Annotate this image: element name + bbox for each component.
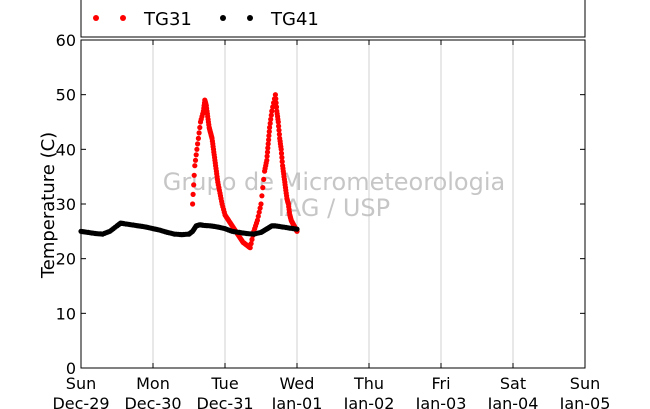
x-tick-label-date: Jan-01: [271, 394, 323, 409]
data-point-tg31: [276, 123, 282, 129]
x-tick-label-date: Jan-02: [343, 394, 395, 409]
data-point-tg31: [259, 193, 265, 199]
data-point-tg31: [190, 201, 196, 207]
data-point-tg31: [266, 129, 272, 135]
data-point-tg31: [191, 182, 197, 188]
y-tick-label: 10: [56, 304, 76, 323]
y-axis-label: Temperature (C): [38, 132, 59, 279]
y-tick-label: 30: [56, 195, 76, 214]
data-point-tg31: [279, 159, 285, 165]
data-point-tg31: [261, 176, 267, 182]
x-tick-label-day: Tue: [210, 374, 238, 393]
data-point-tg31: [192, 163, 198, 169]
legend-marker-tg31-b: [120, 15, 126, 21]
data-point-tg31: [193, 152, 199, 158]
x-tick-label-date: Dec-30: [124, 394, 181, 409]
y-tick-label: 0: [66, 359, 76, 378]
watermark-line-2: IAG / USP: [278, 194, 390, 222]
y-tick-label: 20: [56, 250, 76, 269]
x-tick-label-day: Thu: [353, 374, 384, 393]
data-point-tg31: [276, 127, 282, 133]
legend-label-tg41: TG41: [270, 9, 319, 30]
data-point-tg31: [197, 124, 203, 131]
data-point-tg41: [294, 226, 300, 232]
data-point-tg31: [195, 135, 201, 141]
data-point-tg31: [273, 96, 279, 102]
data-point-tg31: [267, 124, 273, 131]
data-point-tg31: [278, 146, 284, 152]
legend-entry-tg41: TG41: [220, 9, 319, 30]
data-point-tg31: [264, 149, 271, 155]
legend-entry-tg31: TG31: [93, 9, 192, 30]
x-tick-label-day: Sat: [500, 374, 526, 393]
data-point-tg31: [194, 146, 200, 152]
data-point-tg31: [265, 145, 271, 151]
data-point-tg31: [196, 130, 202, 136]
data-point-tg31: [268, 112, 274, 118]
y-tick-label: 50: [56, 86, 76, 105]
x-tick-label-day: Sun: [570, 374, 600, 393]
data-point-tg31: [258, 201, 264, 207]
x-tick-label-day: Mon: [136, 374, 170, 393]
data-point-tg31: [266, 137, 272, 143]
y-tick-label: 40: [56, 140, 76, 159]
legend-label-tg31: TG31: [143, 9, 192, 30]
x-tick-label-day: Fri: [431, 374, 450, 393]
series-tg41-points: [78, 220, 300, 238]
data-point-tg31: [267, 120, 273, 126]
legend-marker-tg41-b: [247, 15, 253, 21]
data-point-tg31: [264, 157, 270, 163]
x-tick-label-day: Sun: [66, 374, 96, 393]
axis-ticks: [80, 39, 586, 369]
series-tg31-points: [190, 92, 300, 251]
data-point-tg31: [254, 217, 260, 223]
data-point-tg31: [270, 104, 276, 110]
legend-marker-tg31-a: [93, 15, 99, 21]
legend-box: [80, 0, 586, 38]
data-point-tg31: [276, 131, 282, 137]
data-point-tg31: [190, 191, 196, 197]
data-point-tg31: [279, 154, 285, 161]
data-point-tg31: [272, 92, 278, 98]
data-point-tg31: [266, 133, 272, 139]
data-point-tg31: [255, 213, 261, 219]
y-tick-label: 60: [56, 31, 76, 50]
data-point-tg31: [273, 100, 279, 106]
x-tick-label-date: Dec-29: [52, 394, 109, 409]
x-tick-label-date: Dec-31: [196, 394, 253, 409]
y-tick-labels: 0 10 20 30 40 50 60: [56, 31, 76, 378]
x-tick-label-day: Wed: [280, 374, 315, 393]
grid-lines: [152, 40, 514, 368]
data-point-tg31: [269, 108, 275, 114]
data-point-tg31: [257, 205, 263, 211]
x-tick-label-date: Jan-04: [487, 394, 539, 409]
data-point-tg31: [192, 157, 199, 163]
data-point-tg31: [195, 141, 201, 147]
data-point-tg31: [249, 236, 255, 243]
data-point-tg31: [278, 150, 285, 156]
x-tick-label-date: Jan-05: [559, 394, 611, 409]
data-point-tg31: [264, 153, 270, 159]
data-point-tg31: [273, 104, 280, 110]
data-point-tg31: [256, 209, 262, 215]
data-point-tg31: [260, 185, 266, 191]
data-point-tg31: [268, 116, 274, 122]
data-point-tg31: [275, 119, 281, 125]
x-tick-labels: SunDec-29MonDec-30TueDec-31WedJan-01ThuJ…: [52, 374, 610, 409]
x-tick-label-date: Jan-03: [415, 394, 467, 409]
legend-marker-tg41-a: [220, 15, 226, 21]
data-point-tg31: [191, 172, 197, 178]
data-point-tg31: [265, 141, 271, 147]
data-point-tg31: [248, 241, 254, 247]
data-point-tg31: [247, 245, 253, 251]
